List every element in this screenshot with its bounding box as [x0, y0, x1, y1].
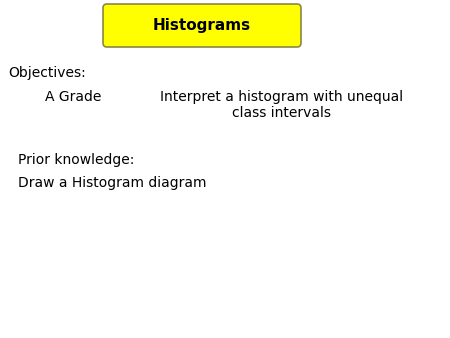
Text: Interpret a histogram with unequal
class intervals: Interpret a histogram with unequal class…: [160, 90, 403, 120]
FancyBboxPatch shape: [103, 4, 301, 47]
Text: Prior knowledge:: Prior knowledge:: [18, 153, 135, 167]
Text: A Grade: A Grade: [45, 90, 101, 104]
Text: Histograms: Histograms: [153, 18, 251, 33]
Text: Draw a Histogram diagram: Draw a Histogram diagram: [18, 176, 207, 190]
Text: Objectives:: Objectives:: [8, 66, 86, 80]
